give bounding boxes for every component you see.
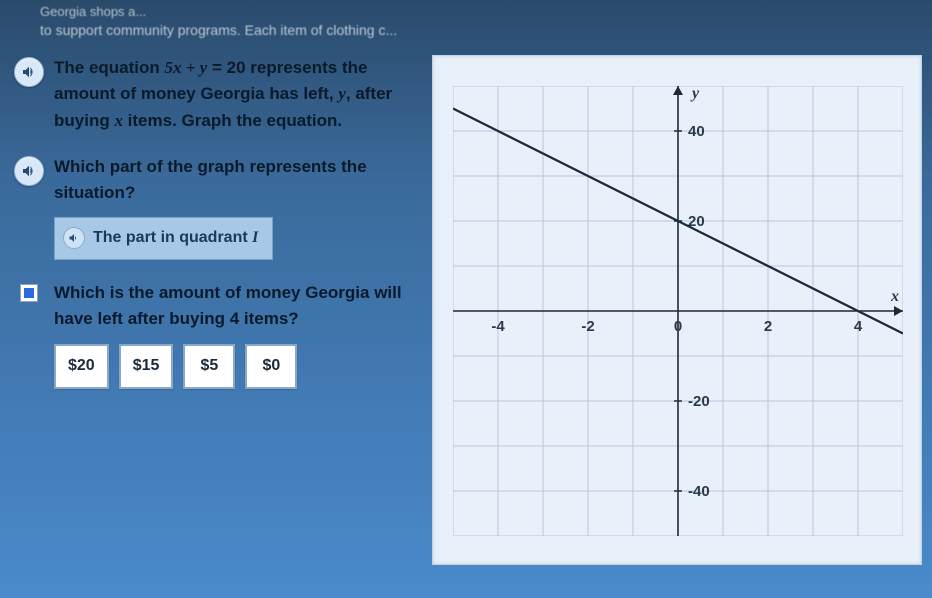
sound-icon[interactable] [14,156,44,186]
answer-quadrant: I [252,229,258,246]
sound-icon[interactable] [63,227,85,249]
q1-yvar: y [338,84,346,103]
sound-icon[interactable] [14,57,44,87]
q1-text-pre: The equation [54,58,165,77]
choice-row: $20 $15 $5 $0 [54,344,414,389]
graph-panel: -4-2024-40-202040yx [432,55,922,565]
header-text: Georgia shops a... to support community … [0,0,932,41]
q1-text-tail: items. Graph the equation. [123,111,342,130]
q1-eq-lhs: 5x + y [165,58,208,77]
choice-button[interactable]: $15 [119,344,174,389]
q2-text: Which part of the graph represents the s… [54,157,367,202]
svg-text:x: x [890,288,899,305]
choice-button[interactable]: $20 [54,344,109,389]
answer-pre: The part in quadrant [93,229,252,246]
question-3: Which is the amount of money Georgia wil… [14,280,414,389]
q3-text: Which is the amount of money Georgia wil… [54,283,402,328]
svg-text:-2: -2 [581,318,594,335]
svg-text:2: 2 [764,318,772,335]
q1-eq-rhs: = 20 [207,58,245,77]
choice-button[interactable]: $5 [183,344,235,389]
header-line-2: to support community programs. Each item… [40,21,912,39]
answer-chip[interactable]: The part in quadrant I [54,217,273,260]
svg-text:0: 0 [674,318,682,335]
choice-button[interactable]: $0 [245,344,297,389]
header-line-1: Georgia shops a... [40,4,912,21]
svg-text:4: 4 [854,318,863,335]
svg-text:y: y [690,86,700,102]
question-1: The equation 5x + y = 20 represents the … [14,55,414,134]
coordinate-graph: -4-2024-40-202040yx [453,86,903,536]
svg-text:-4: -4 [491,318,505,335]
svg-text:40: 40 [688,123,705,140]
svg-text:-20: -20 [688,393,710,410]
square-bullet-icon [20,284,38,302]
q1-xvar: x [114,111,123,130]
svg-text:-40: -40 [688,483,710,500]
question-2: Which part of the graph represents the s… [14,154,414,259]
